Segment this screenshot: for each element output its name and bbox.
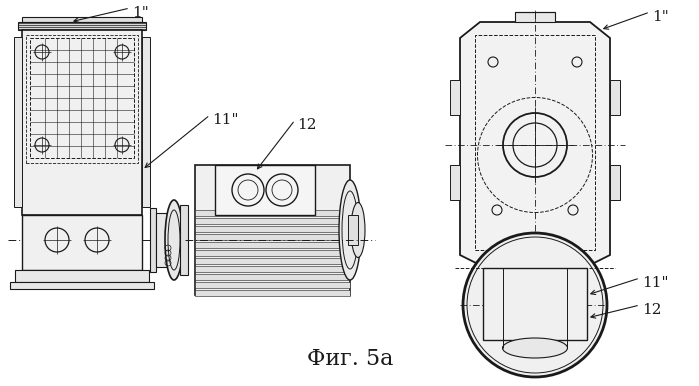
Bar — [610, 80, 620, 115]
Bar — [156, 213, 168, 267]
Bar — [195, 242, 350, 248]
Bar — [18, 22, 146, 30]
Bar — [195, 165, 350, 295]
Bar — [450, 80, 460, 115]
Bar — [195, 218, 350, 224]
Ellipse shape — [339, 180, 361, 280]
Bar — [348, 215, 358, 245]
Text: 11": 11" — [642, 276, 668, 290]
Bar — [10, 282, 154, 289]
Bar — [26, 35, 138, 163]
Bar — [195, 210, 350, 216]
Text: 1": 1" — [652, 10, 669, 24]
Bar — [215, 165, 315, 215]
Bar — [195, 266, 350, 272]
Bar — [195, 234, 350, 240]
Bar — [450, 165, 460, 200]
Bar — [142, 37, 150, 207]
Bar — [180, 205, 188, 275]
Text: 12: 12 — [297, 118, 317, 132]
Bar — [15, 270, 149, 282]
Text: 1": 1" — [132, 6, 149, 20]
Bar — [195, 250, 350, 256]
Ellipse shape — [351, 203, 365, 257]
Bar — [475, 35, 595, 250]
Bar — [22, 215, 142, 270]
Bar — [22, 17, 142, 22]
Bar — [22, 30, 142, 215]
Bar — [610, 165, 620, 200]
Bar — [30, 38, 134, 158]
Bar — [515, 12, 555, 22]
Bar — [195, 282, 350, 288]
Bar — [195, 226, 350, 232]
Bar — [14, 37, 22, 207]
Ellipse shape — [165, 200, 183, 280]
Bar — [195, 274, 350, 280]
Ellipse shape — [503, 338, 568, 358]
Bar — [195, 258, 350, 264]
Text: 12: 12 — [642, 303, 661, 317]
Bar — [150, 208, 156, 272]
Text: Фиг. 5а: Фиг. 5а — [307, 348, 393, 370]
Bar — [195, 290, 350, 296]
Polygon shape — [460, 22, 610, 265]
Text: 11": 11" — [212, 113, 238, 127]
Bar — [483, 268, 587, 340]
Circle shape — [463, 233, 607, 377]
